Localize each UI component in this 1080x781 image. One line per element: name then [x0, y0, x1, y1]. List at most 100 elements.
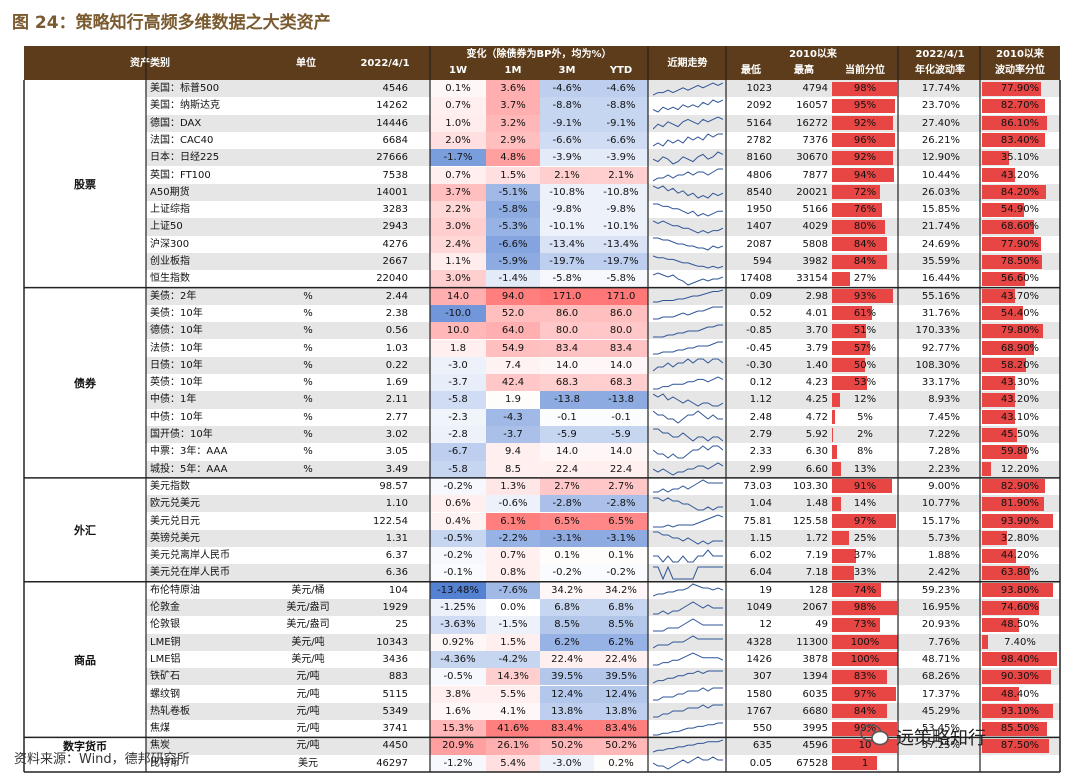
annual-volatility: 2.42% [928, 567, 960, 579]
trend-sparkline [653, 237, 723, 251]
asset-value: 1.69 [385, 377, 408, 389]
vol-percentile-value: 48.50% [1000, 619, 1040, 631]
trend-sparkline [653, 289, 723, 303]
header-asset-class: 资产类别 [130, 58, 170, 69]
percentile-bar [832, 202, 883, 217]
asset-name: 中票：3年：AAA [150, 446, 228, 458]
asset-unit [278, 478, 338, 495]
hist-high: 6.30 [805, 446, 828, 458]
trend-sparkline [653, 565, 723, 580]
percentile-bar [832, 133, 896, 148]
change-m3: 171.0 [540, 287, 594, 305]
trend-sparkline [653, 600, 723, 615]
change-w1: 1.1% [430, 253, 486, 271]
asset-value: 7538 [382, 169, 408, 181]
vol-percentile-value: 35.10% [1000, 152, 1040, 164]
percentile-bar [832, 358, 865, 373]
trend-sparkline [653, 393, 723, 407]
trend-line [653, 514, 723, 528]
change-m3: 80.0 [540, 322, 594, 340]
change-m3: 2.7% [540, 477, 594, 496]
asset-value: 2.11 [385, 394, 408, 406]
trend-sparkline [653, 185, 723, 199]
table-header [24, 46, 1060, 80]
vol-percentile-value: 77.90% [1000, 83, 1040, 94]
annual-volatility: 23.70% [921, 100, 960, 112]
change-m1: -4.2% [486, 650, 540, 669]
hist-low: 1023 [746, 83, 772, 94]
asset-name: 美元兑离岸人民币 [150, 550, 230, 562]
annual-volatility: 17.37% [921, 688, 960, 700]
asset-unit: % [303, 290, 313, 302]
asset-name: 恒生指数 [150, 273, 190, 285]
change-ytd: -10.1% [594, 218, 648, 236]
hist-low: 550 [752, 723, 772, 735]
change-ytd: -10.8% [594, 183, 648, 202]
change-m1: -1.5% [486, 616, 540, 634]
trend-line [653, 410, 723, 424]
asset-value: 22040 [376, 273, 408, 285]
asset-unit [278, 201, 338, 218]
percentile-bar [832, 617, 881, 632]
change-ytd: -3.1% [594, 529, 648, 548]
asset-unit [278, 184, 338, 201]
trend-line [653, 185, 723, 199]
change-m3: 8.5% [540, 616, 594, 634]
asset-name: 欧元兑美元 [150, 498, 200, 510]
hist-high: 2067 [802, 602, 828, 613]
asset-value: 5115 [382, 688, 408, 700]
asset-unit: 美元/吨 [291, 653, 325, 665]
asset-value: 6.36 [385, 567, 408, 579]
asset-name: 德债：10年 [150, 325, 203, 337]
annual-volatility: 21.74% [921, 221, 960, 233]
trend-sparkline [653, 739, 723, 753]
asset-value: 883 [388, 671, 408, 683]
asset-value: 14001 [376, 186, 408, 198]
asset-value: 2667 [382, 256, 408, 267]
vol-percentile-bar [982, 375, 1015, 390]
annual-volatility: 15.17% [921, 515, 960, 527]
trend-line [653, 548, 723, 563]
change-w1: 1.6% [430, 702, 486, 721]
annual-volatility: 24.69% [921, 238, 960, 250]
change-ytd: -5.9 [594, 426, 648, 444]
header-date: 2022/4/1 [360, 58, 410, 69]
change-m3: 14.0 [540, 356, 594, 375]
hist-high: 67528 [796, 757, 828, 769]
trend-sparkline [653, 99, 723, 113]
change-w1: -10.0 [430, 304, 486, 323]
hist-low: 1049 [746, 602, 772, 613]
asset-name: 中债：10年 [150, 411, 203, 423]
hist-high: 3.79 [805, 342, 828, 354]
vol-percentile-value: 54.40% [1000, 307, 1040, 319]
hist-high: 6.60 [805, 463, 828, 475]
change-m3: 39.5% [540, 668, 594, 686]
hist-high: 33154 [796, 273, 828, 285]
change-w1: 0.7% [430, 166, 486, 184]
hist-low: 1426 [746, 653, 772, 665]
change-w1: 3.7% [430, 183, 486, 202]
percentile-value: 10 [858, 740, 872, 752]
trend-sparkline [653, 358, 723, 372]
trend-sparkline [653, 133, 723, 148]
asset-name: 伦敦金 [150, 602, 180, 613]
asset-name: LME铝 [150, 653, 181, 665]
change-m1: -2.2% [486, 529, 540, 548]
percentile-bar [832, 410, 836, 425]
annual-volatility: 8.93% [928, 394, 960, 406]
annual-volatility: 16.44% [921, 273, 960, 285]
change-m3: 2.1% [540, 166, 594, 184]
change-m1: 8.5 [486, 460, 540, 478]
percentile-value: 33% [853, 567, 877, 579]
vol-percentile-value: 82.90% [1000, 480, 1040, 492]
asset-name: 美债：2年 [150, 290, 197, 302]
change-ytd: -8.8% [594, 97, 648, 115]
change-m1: 64.0 [486, 322, 540, 340]
percentile-bar [832, 704, 888, 719]
trend-line [653, 133, 723, 148]
trend-line [653, 324, 723, 338]
change-m3: -13.8 [540, 391, 594, 409]
asset-value: 3.05 [385, 446, 408, 458]
vol-percentile-value: 59.80% [1000, 446, 1040, 458]
percentile-value: 2% [857, 429, 873, 440]
